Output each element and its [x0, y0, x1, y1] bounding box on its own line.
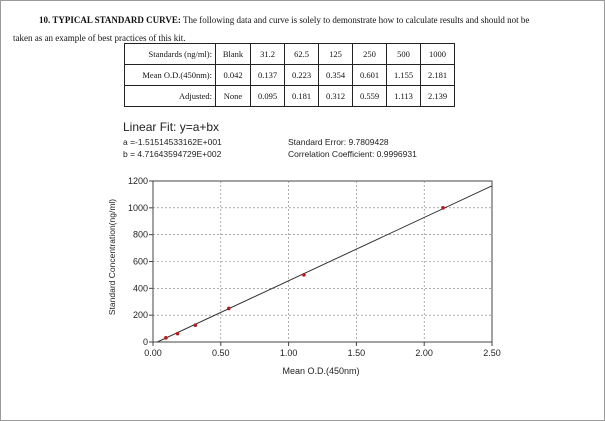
table-cell: Blank: [215, 43, 251, 65]
y-tick-label: 1200: [128, 176, 148, 186]
data-point: [302, 273, 306, 277]
table-cell: 62.5: [284, 43, 319, 65]
table-cell: 1000: [420, 43, 455, 65]
x-tick-label: 2.00: [415, 348, 433, 358]
table-cell: 125: [318, 43, 353, 65]
standards-table: Standards (ng/ml): Blank 31.2 62.5 125 250 500…: [124, 43, 455, 107]
heading-text-line1: The following data and curve is solely t…: [182, 15, 530, 25]
table-cell: 0.312: [318, 85, 353, 107]
data-point: [164, 336, 168, 340]
y-tick-label: 600: [133, 257, 148, 267]
x-tick-label: 0.00: [144, 348, 162, 358]
section-title: 10. TYPICAL STANDARD CURVE:: [39, 15, 181, 25]
table-cell: 0.095: [250, 85, 285, 107]
table-cell: 2.181: [420, 64, 455, 86]
standard-error: Standard Error: 9.7809428: [288, 137, 389, 147]
table-cell: 0.559: [352, 85, 387, 107]
table-cell: 31.2: [250, 43, 285, 65]
data-point: [175, 331, 180, 336]
table-cell: 1.113: [386, 85, 421, 107]
x-tick-label: 1.00: [280, 348, 298, 358]
fit-b-value: b = 4.71643594729E+002: [123, 149, 222, 159]
table-cell: 0.042: [215, 64, 251, 86]
x-tick-label: 2.50: [483, 348, 501, 358]
row-label: Standards (ng/ml):: [124, 43, 216, 65]
fit-a-value: a =-1.51514533162E+001: [123, 137, 222, 147]
table-row: Adjusted: None 0.095 0.181 0.312 0.559 1.113 2.…: [124, 85, 455, 107]
table-cell: None: [215, 85, 251, 107]
table-cell: 0.354: [318, 64, 353, 86]
x-tick-label: 0.50: [212, 348, 230, 358]
x-axis-label: Mean O.D.(450nm): [282, 366, 359, 376]
standard-curve-chart: Linear Fit: y=a+bx a =-1.51514533162E+00…: [107, 120, 501, 376]
table-row: Mean O.D.(450nm): 0.042 0.137 0.223 0.354 0.6…: [124, 64, 455, 86]
x-tick-label: 1.50: [348, 348, 366, 358]
table-cell: 500: [386, 43, 421, 65]
fit-title: Linear Fit: y=a+bx: [123, 120, 219, 134]
table-cell: 2.139: [420, 85, 455, 107]
data-point: [193, 323, 198, 328]
y-axis-label: Standard Concentration(ng/ml): [107, 199, 117, 315]
y-tick-label: 800: [133, 230, 148, 240]
y-tick-label: 0: [143, 337, 148, 347]
data-point: [441, 206, 445, 210]
y-tick-label: 1000: [128, 203, 148, 213]
table-cell: 1.155: [386, 64, 421, 86]
table-cell: 0.601: [352, 64, 387, 86]
row-label: Adjusted:: [124, 85, 216, 107]
table-cell: 250: [352, 43, 387, 65]
row-label: Mean O.D.(450nm):: [124, 64, 216, 86]
y-tick-label: 400: [133, 283, 148, 293]
table-cell: 0.223: [284, 64, 319, 86]
data-point: [227, 306, 231, 311]
section-heading: 10. TYPICAL STANDARD CURVE: The followin…: [13, 11, 598, 47]
table-row: Standards (ng/ml): Blank 31.2 62.5 125 250 500…: [124, 43, 455, 65]
correlation-coefficient: Correlation Coefficient: 0.9996931: [288, 149, 417, 159]
table-cell: 0.137: [250, 64, 285, 86]
fit-line: [157, 185, 493, 343]
table-cell: 0.181: [284, 85, 319, 107]
y-tick-label: 200: [133, 310, 148, 320]
heading-text-line2: taken as an example of best practices of…: [13, 33, 186, 43]
